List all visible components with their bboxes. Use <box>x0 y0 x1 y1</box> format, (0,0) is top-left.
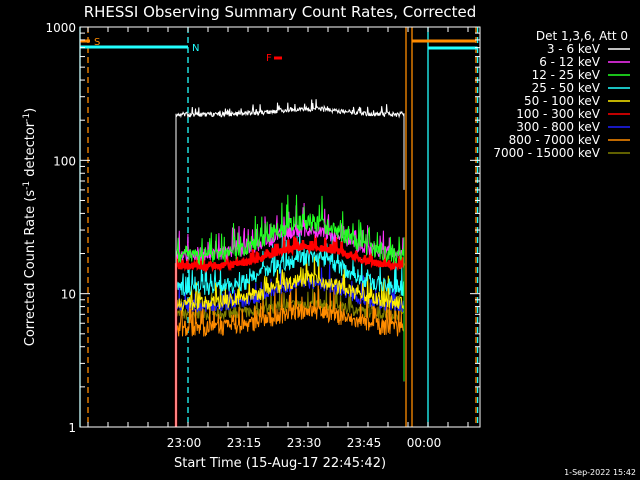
series-trace <box>174 234 406 427</box>
night-flag-label: N <box>192 43 199 54</box>
y-axis-label-mid: detector <box>23 121 38 181</box>
x-tick-label: 23:15 <box>227 436 262 450</box>
x-tick-label: 23:30 <box>287 436 322 450</box>
plot-frame <box>79 26 481 428</box>
series-trace <box>175 194 405 382</box>
series-trace <box>175 99 405 427</box>
x-axis-label: Start Time (15-Aug-17 22:45:42) <box>174 456 386 471</box>
y-axis-label-sup2: -1 <box>22 113 32 122</box>
series-trace <box>175 231 405 382</box>
y-tick-label: 1 <box>68 421 76 435</box>
series-trace <box>175 256 405 382</box>
legend-label: 12 - 25 keV <box>532 68 601 82</box>
legend-label: 25 - 50 keV <box>532 81 601 95</box>
x-tick-label: 00:00 <box>407 436 442 450</box>
x-tick-label: 23:00 <box>167 436 202 450</box>
legend-title: Det 1,3,6, Att 0 <box>536 29 628 43</box>
x-tick-label: 23:45 <box>347 436 382 450</box>
legend-label: 300 - 800 keV <box>516 120 600 134</box>
y-axis-label-end: ) <box>23 108 38 113</box>
x-axis: 23:00 23:15 23:30 23:45 00:00 <box>87 27 469 450</box>
flare-flag-label: F <box>266 53 272 64</box>
legend-label: 50 - 100 keV <box>524 94 601 108</box>
legend-label: 800 - 7000 keV <box>509 133 601 147</box>
saa-flag-label: S <box>94 37 100 48</box>
y-tick-label: 1000 <box>45 21 76 35</box>
y-axis-label: Corrected Count Rate (s-1 detector-1) <box>22 108 38 346</box>
chart-title: RHESSI Observing Summary Count Rates, Co… <box>84 3 477 21</box>
legend-label: 7000 - 15000 keV <box>493 146 600 160</box>
plot-area: S N F <box>79 27 479 427</box>
y-axis-label-sup1: -1 <box>22 181 32 190</box>
legend-label: 100 - 300 keV <box>516 107 600 121</box>
y-tick-label: 100 <box>53 154 76 168</box>
axes <box>79 26 481 428</box>
y-axis: 1 10 100 1000 <box>45 21 480 435</box>
timestamp: 1-Sep-2022 15:42 <box>564 468 636 477</box>
legend-label: 3 - 6 keV <box>547 42 601 56</box>
legend-label: 6 - 12 keV <box>539 55 601 69</box>
y-axis-label-main: Corrected Count Rate (s <box>23 190 38 347</box>
y-tick-label: 10 <box>61 288 76 302</box>
